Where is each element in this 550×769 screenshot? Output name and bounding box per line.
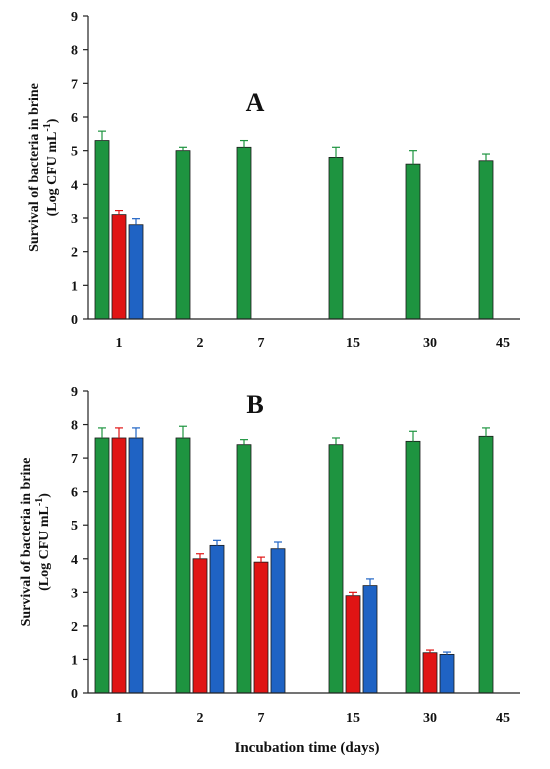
a-y-axis-label-close: ) <box>45 118 60 123</box>
b-bar-s2-1 <box>111 437 127 694</box>
a-panel-letter: A <box>246 88 265 117</box>
a-x-tick-label-30: 30 <box>423 336 437 351</box>
b-bar-s1-30 <box>405 440 421 694</box>
b-x-tick-label-45: 45 <box>496 711 510 726</box>
a-y-tick-label-7: 7 <box>71 77 78 92</box>
b-bar-s2-15 <box>345 595 361 694</box>
a-x-tick-label-45: 45 <box>496 336 510 351</box>
b-panel-letter: B <box>246 390 263 419</box>
b-bar-s3-7 <box>270 548 286 694</box>
a-y-tick-label-5: 5 <box>71 145 78 160</box>
b-bar-s1-15 <box>328 444 344 694</box>
a-y-axis-label-line1: Survival of bacteria in brine <box>27 83 42 252</box>
a-x-tick-label-7: 7 <box>258 336 265 351</box>
a-y-tick-label-1: 1 <box>71 279 78 294</box>
a-bar-s1-1 <box>94 140 110 320</box>
b-y-axis-label-line1: Survival of bacteria in brine <box>19 458 34 627</box>
b-y-tick-label-4: 4 <box>71 553 78 568</box>
b-y-tick-label-7: 7 <box>71 452 78 467</box>
b-bar-s2-30 <box>422 652 438 694</box>
b-y-tick-label-8: 8 <box>71 419 78 434</box>
a-bar-s1-30 <box>405 163 421 320</box>
a-y-tick-label-3: 3 <box>71 212 78 227</box>
b-x-tick-label-30: 30 <box>423 711 437 726</box>
b-y-tick-label-0: 0 <box>71 687 78 702</box>
b-y-tick-label-5: 5 <box>71 519 78 534</box>
a-y-axis-label-superscript: -1 <box>42 123 53 131</box>
b-bar-s3-1 <box>128 437 144 694</box>
b-y-axis-label: Survival of bacteria in brine (Log CFU mL… <box>19 458 52 627</box>
a-bar-s1-2 <box>175 150 191 320</box>
b-bar-s3-2 <box>209 544 225 694</box>
a-bar-s1-15 <box>328 156 344 320</box>
a-x-tick-label-15: 15 <box>346 336 360 351</box>
b-y-axis-label-close: ) <box>37 493 52 498</box>
a-bar-s2-1 <box>111 214 127 320</box>
b-y-tick-label-3: 3 <box>71 586 78 601</box>
a-bar-s1-45 <box>478 160 494 320</box>
a-y-tick-label-4: 4 <box>71 178 78 193</box>
b-bar-s3-30 <box>439 654 455 694</box>
a-y-tick-label-9: 9 <box>71 10 78 25</box>
b-bar-s1-45 <box>478 435 494 694</box>
b-y-tick-label-6: 6 <box>71 486 78 501</box>
b-bar-s1-7 <box>236 444 252 694</box>
b-bar-s2-2 <box>192 558 208 694</box>
b-bar-s1-2 <box>175 437 191 694</box>
b-x-tick-label-7: 7 <box>258 711 265 726</box>
a-bar-s1-7 <box>236 146 252 320</box>
b-x-tick-label-2: 2 <box>197 711 204 726</box>
a-y-tick-label-8: 8 <box>71 44 78 59</box>
a-y-tick-label-2: 2 <box>71 246 78 261</box>
a-x-tick-label-1: 1 <box>116 336 123 351</box>
a-bar-s3-1 <box>128 224 144 320</box>
b-y-tick-label-2: 2 <box>71 620 78 635</box>
b-bar-s3-15 <box>362 585 378 694</box>
b-bar-s1-1 <box>94 437 110 694</box>
b-y-tick-label-9: 9 <box>71 385 78 400</box>
a-y-axis-label: Survival of bacteria in brine (Log CFU mL… <box>27 83 60 252</box>
b-y-axis-label-superscript: -1 <box>34 498 45 506</box>
a-y-tick-label-6: 6 <box>71 111 78 126</box>
x-axis-label: Incubation time (days) <box>234 740 379 756</box>
b-x-tick-label-15: 15 <box>346 711 360 726</box>
b-y-tick-label-1: 1 <box>71 653 78 668</box>
b-y-axis-label-line2: (Log CFU mL <box>37 506 52 591</box>
b-x-tick-label-1: 1 <box>116 711 123 726</box>
a-y-tick-label-0: 0 <box>71 313 78 328</box>
a-x-tick-label-2: 2 <box>197 336 204 351</box>
a-y-axis-label-line2: (Log CFU mL <box>45 132 60 217</box>
b-bar-s2-7 <box>253 561 269 694</box>
